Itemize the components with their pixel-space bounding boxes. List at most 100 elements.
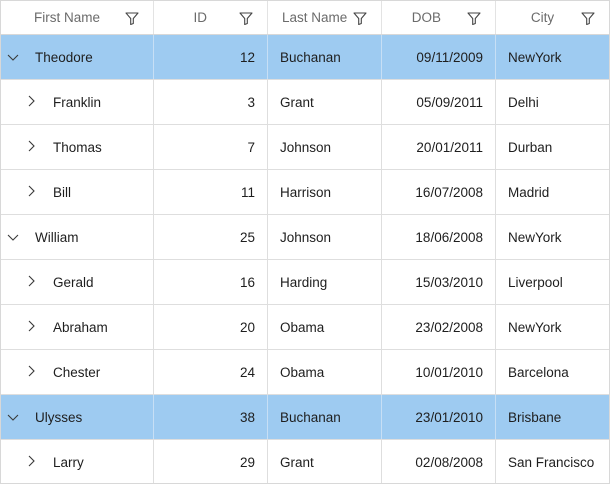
cell-last-name[interactable]: Buchanan: [268, 35, 382, 79]
cell-city[interactable]: NewYork: [496, 215, 609, 259]
cell-id[interactable]: 38: [154, 395, 268, 439]
parent-row[interactable]: William 25 Johnson 18/06/2008 NewYork: [1, 215, 609, 260]
chevron-down-icon[interactable]: [6, 410, 20, 424]
column-header-dob[interactable]: DOB: [382, 1, 496, 34]
cell-last-name[interactable]: Obama: [268, 350, 382, 394]
cell-last-name[interactable]: Obama: [268, 305, 382, 349]
child-row[interactable]: Chester 24 Obama 10/01/2010 Barcelona: [1, 350, 609, 395]
cell-last-name[interactable]: Grant: [268, 80, 382, 124]
cell-first-name[interactable]: Ulysses: [1, 395, 154, 439]
parent-row[interactable]: Theodore 12 Buchanan 09/11/2009 NewYork: [1, 35, 609, 80]
chevron-down-icon[interactable]: [6, 50, 20, 64]
cell-first-name[interactable]: Gerald: [1, 260, 154, 304]
child-row[interactable]: Franklin 3 Grant 05/09/2011 Delhi: [1, 80, 609, 125]
child-row[interactable]: Thomas 7 Johnson 20/01/2011 Durban: [1, 125, 609, 170]
cell-text: 24: [239, 364, 255, 380]
parent-row[interactable]: Ulysses 38 Buchanan 23/01/2010 Brisbane: [1, 395, 609, 440]
chevron-right-icon[interactable]: [24, 274, 38, 288]
cell-city[interactable]: Liverpool: [496, 260, 609, 304]
chevron-right-icon[interactable]: [24, 454, 38, 468]
cell-city[interactable]: Madrid: [496, 170, 609, 214]
cell-text: Ulysses: [35, 409, 83, 425]
cell-last-name[interactable]: Johnson: [268, 125, 382, 169]
cell-dob[interactable]: 18/06/2008: [382, 215, 496, 259]
cell-dob[interactable]: 23/01/2010: [382, 395, 496, 439]
cell-dob[interactable]: 23/02/2008: [382, 305, 496, 349]
chevron-down-icon[interactable]: [6, 230, 20, 244]
cell-id[interactable]: 16: [154, 260, 268, 304]
cell-first-name[interactable]: Bill: [1, 170, 154, 214]
column-header-city[interactable]: City: [496, 1, 609, 34]
cell-last-name[interactable]: Harrison: [268, 170, 382, 214]
column-header-last-name[interactable]: Last Name: [268, 1, 382, 34]
cell-dob[interactable]: 10/01/2010: [382, 350, 496, 394]
column-header-first-name[interactable]: First Name: [1, 1, 154, 34]
child-row[interactable]: Larry 29 Grant 02/08/2008 San Francisco: [1, 440, 609, 483]
filter-icon[interactable]: [581, 12, 595, 25]
column-header-label: DOB: [411, 10, 441, 25]
cell-text: Delhi: [508, 94, 539, 110]
cell-city[interactable]: Durban: [496, 125, 609, 169]
cell-id[interactable]: 11: [154, 170, 268, 214]
chevron-right-icon[interactable]: [24, 184, 38, 198]
cell-dob[interactable]: 20/01/2011: [382, 125, 496, 169]
cell-text: 3: [247, 94, 255, 110]
cell-dob[interactable]: 02/08/2008: [382, 440, 496, 483]
cell-text: 09/11/2009: [416, 49, 483, 65]
column-header-label: First Name: [34, 10, 101, 25]
filter-icon[interactable]: [467, 12, 481, 25]
filter-icon[interactable]: [239, 12, 253, 25]
cell-id[interactable]: 29: [154, 440, 268, 483]
cell-id[interactable]: 12: [154, 35, 268, 79]
cell-dob[interactable]: 09/11/2009: [382, 35, 496, 79]
chevron-right-icon[interactable]: [24, 319, 38, 333]
cell-last-name[interactable]: Grant: [268, 440, 382, 483]
cell-dob[interactable]: 05/09/2011: [382, 80, 496, 124]
cell-id[interactable]: 3: [154, 80, 268, 124]
cell-text: 18/06/2008: [415, 229, 483, 245]
cell-city[interactable]: NewYork: [496, 305, 609, 349]
child-row[interactable]: Abraham 20 Obama 23/02/2008 NewYork: [1, 305, 609, 350]
cell-first-name[interactable]: Larry: [1, 440, 154, 483]
cell-text: 23/02/2008: [415, 319, 483, 335]
child-row[interactable]: Gerald 16 Harding 15/03/2010 Liverpool: [1, 260, 609, 305]
child-row[interactable]: Bill 11 Harrison 16/07/2008 Madrid: [1, 170, 609, 215]
cell-last-name[interactable]: Johnson: [268, 215, 382, 259]
cell-text: NewYork: [508, 319, 562, 335]
cell-text: 7: [247, 139, 255, 155]
cell-last-name[interactable]: Buchanan: [268, 395, 382, 439]
cell-text: Larry: [53, 454, 84, 470]
cell-first-name[interactable]: William: [1, 215, 154, 259]
cell-city[interactable]: NewYork: [496, 35, 609, 79]
cell-id[interactable]: 24: [154, 350, 268, 394]
cell-first-name[interactable]: Chester: [1, 350, 154, 394]
cell-dob[interactable]: 16/07/2008: [382, 170, 496, 214]
cell-first-name[interactable]: Franklin: [1, 80, 154, 124]
cell-id[interactable]: 7: [154, 125, 268, 169]
chevron-right-icon[interactable]: [24, 364, 38, 378]
filter-icon[interactable]: [353, 12, 367, 25]
cell-id[interactable]: 20: [154, 305, 268, 349]
cell-first-name[interactable]: Thomas: [1, 125, 154, 169]
cell-city[interactable]: Brisbane: [496, 395, 609, 439]
filter-icon[interactable]: [125, 12, 139, 25]
cell-id[interactable]: 25: [154, 215, 268, 259]
cell-text: Bill: [53, 184, 72, 200]
cell-text: Buchanan: [280, 409, 341, 425]
cell-text: Brisbane: [508, 409, 562, 425]
cell-text: 02/08/2008: [415, 454, 483, 470]
cell-city[interactable]: Barcelona: [496, 350, 609, 394]
cell-text: Abraham: [53, 319, 108, 335]
chevron-right-icon[interactable]: [24, 139, 38, 153]
column-header-label: ID: [193, 10, 208, 25]
cell-city[interactable]: San Francisco: [496, 440, 609, 483]
cell-first-name[interactable]: Theodore: [1, 35, 154, 79]
cell-city[interactable]: Delhi: [496, 80, 609, 124]
grid-header: First Name ID Last Name DOB City: [1, 1, 609, 35]
cell-last-name[interactable]: Harding: [268, 260, 382, 304]
column-header-id[interactable]: ID: [154, 1, 268, 34]
chevron-right-icon[interactable]: [24, 94, 38, 108]
cell-dob[interactable]: 15/03/2010: [382, 260, 496, 304]
cell-first-name[interactable]: Abraham: [1, 305, 154, 349]
